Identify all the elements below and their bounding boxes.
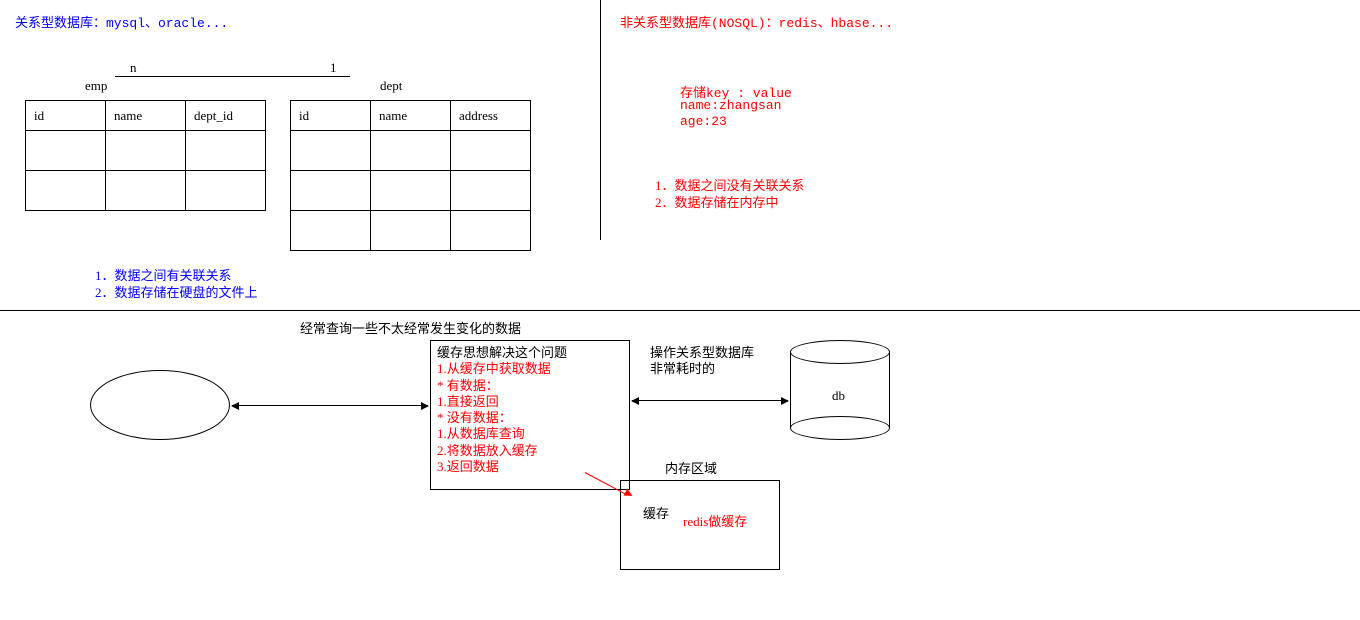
- db-label: db: [832, 388, 845, 404]
- rdb-title: 关系型数据库：mysql、oracle...: [15, 12, 228, 31]
- relation-line: [115, 76, 350, 77]
- rdb-note-2: 2．数据存储在硬盘的文件上: [95, 282, 258, 301]
- logic-line-6: 3.返回数据: [437, 459, 623, 475]
- logic-line-1: * 有数据：: [437, 378, 623, 394]
- cache-box: 缓存 redis做缓存: [620, 480, 780, 570]
- emp-col-id: id: [26, 101, 106, 131]
- arrow-left-head-icon: [631, 397, 639, 405]
- logic-line-0: 1.从缓存中获取数据: [437, 361, 623, 377]
- dept-table: id name address: [290, 100, 531, 251]
- arrow-right-head-icon: [421, 402, 429, 410]
- logic-title: 缓存思想解决这个问题: [437, 345, 623, 361]
- horizontal-divider: [0, 310, 1360, 311]
- dept-col-address: address: [451, 101, 531, 131]
- cache-redis-note: redis做缓存: [683, 511, 747, 530]
- logic-line-2: 1.直接返回: [437, 394, 623, 410]
- vertical-divider: [600, 0, 601, 240]
- emp-col-deptid: dept_id: [186, 101, 266, 131]
- emp-label: emp: [85, 78, 107, 94]
- arrow-right-head-icon: [781, 397, 789, 405]
- arrow-left-head-icon: [231, 402, 239, 410]
- emp-col-name: name: [106, 101, 186, 131]
- right-note-2: 非常耗时的: [650, 358, 715, 377]
- arrow-logic-db: [632, 400, 788, 401]
- cache-inside-label: 缓存: [643, 503, 669, 522]
- nosql-kv-2: name:zhangsan: [680, 98, 781, 113]
- nosql-title: 非关系型数据库(NOSQL)：redis、hbase...: [620, 12, 893, 31]
- nosql-note-2: 2．数据存储在内存中: [655, 192, 779, 211]
- dept-label: dept: [380, 78, 402, 94]
- logic-line-4: 1.从数据库查询: [437, 426, 623, 442]
- logic-line-5: 2.将数据放入缓存: [437, 443, 623, 459]
- dept-col-id: id: [291, 101, 371, 131]
- logic-line-3: * 没有数据：: [437, 410, 623, 426]
- client-ellipse: [90, 370, 230, 440]
- cache-logic-box: 缓存思想解决这个问题 1.从缓存中获取数据 * 有数据： 1.直接返回 * 没有…: [430, 340, 630, 490]
- cache-area-label: 内存区域: [665, 458, 717, 477]
- nosql-kv-3: age:23: [680, 114, 727, 129]
- emp-table: id name dept_id: [25, 100, 266, 211]
- relation-1: 1: [330, 60, 337, 76]
- db-cylinder: db: [790, 340, 890, 440]
- dept-col-name: name: [371, 101, 451, 131]
- arrow-client-logic: [232, 405, 428, 406]
- relation-n: n: [130, 60, 137, 76]
- cache-top-note: 经常查询一些不太经常发生变化的数据: [300, 318, 521, 337]
